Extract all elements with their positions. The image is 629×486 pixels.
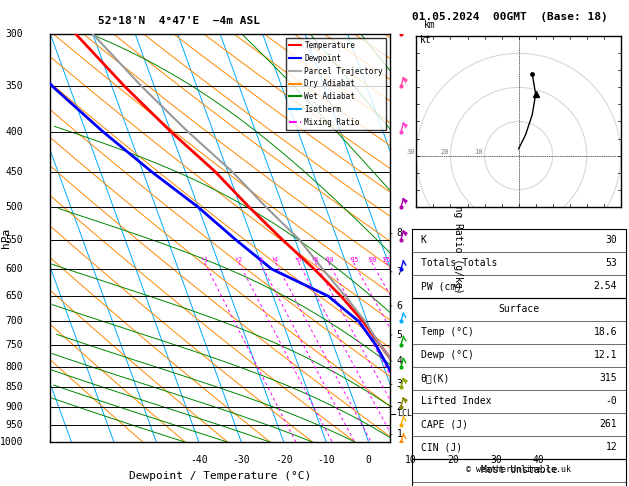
Text: K: K [421, 235, 426, 245]
Text: 15: 15 [350, 258, 359, 263]
Text: 8: 8 [313, 258, 318, 263]
Text: 25: 25 [382, 258, 391, 263]
Text: 2: 2 [237, 258, 242, 263]
Text: 12: 12 [606, 442, 617, 452]
Text: -40: -40 [190, 454, 208, 465]
Text: 400: 400 [6, 126, 23, 137]
Text: 300: 300 [6, 29, 23, 39]
Text: 450: 450 [6, 167, 23, 176]
Text: 700: 700 [6, 316, 23, 326]
Text: 1000: 1000 [0, 437, 23, 447]
Text: 20: 20 [440, 149, 448, 155]
Text: km: km [424, 20, 436, 30]
Text: 30: 30 [490, 454, 502, 465]
Text: 600: 600 [6, 264, 23, 274]
Text: 20: 20 [448, 454, 460, 465]
Text: 30: 30 [606, 235, 617, 245]
Text: CAPE (J): CAPE (J) [421, 419, 467, 429]
Text: -0: -0 [606, 396, 617, 406]
Text: 7: 7 [397, 267, 403, 277]
Text: 1: 1 [397, 429, 403, 439]
Text: 500: 500 [6, 202, 23, 212]
Text: Dewp (°C): Dewp (°C) [421, 350, 474, 360]
Legend: Temperature, Dewpoint, Parcel Trajectory, Dry Adiabat, Wet Adiabat, Isotherm, Mi: Temperature, Dewpoint, Parcel Trajectory… [286, 38, 386, 130]
Text: 10: 10 [474, 149, 483, 155]
Text: hPa: hPa [1, 228, 11, 248]
Text: -10: -10 [318, 454, 335, 465]
Text: -30: -30 [233, 454, 250, 465]
Text: 5: 5 [397, 330, 403, 340]
Text: 10: 10 [405, 454, 417, 465]
Text: 950: 950 [6, 420, 23, 430]
Text: 315: 315 [599, 373, 617, 383]
Text: Dewpoint / Temperature (°C): Dewpoint / Temperature (°C) [129, 471, 311, 481]
Text: 4: 4 [274, 258, 278, 263]
Text: CIN (J): CIN (J) [421, 442, 462, 452]
Text: 8: 8 [397, 228, 403, 238]
Text: 30: 30 [406, 149, 415, 155]
Text: 52°18'N  4°47'E  −4m ASL: 52°18'N 4°47'E −4m ASL [98, 16, 260, 26]
Text: 18.6: 18.6 [594, 327, 617, 337]
Text: Lifted Index: Lifted Index [421, 396, 491, 406]
Text: 6: 6 [297, 258, 301, 263]
Text: -20: -20 [275, 454, 292, 465]
Text: © weatheronline.co.uk: © weatheronline.co.uk [467, 465, 571, 474]
Text: 550: 550 [6, 235, 23, 244]
Text: Mixing Ratio (g/kg): Mixing Ratio (g/kg) [453, 182, 463, 294]
Text: 53: 53 [606, 258, 617, 268]
Text: 20: 20 [368, 258, 377, 263]
Text: Temp (°C): Temp (°C) [421, 327, 474, 337]
Text: 3: 3 [397, 380, 403, 389]
Text: 6: 6 [397, 301, 403, 311]
Text: 850: 850 [6, 382, 23, 392]
Text: 1: 1 [203, 258, 207, 263]
Text: 2.54: 2.54 [594, 281, 617, 291]
Text: 750: 750 [6, 340, 23, 350]
Text: 12.1: 12.1 [594, 350, 617, 360]
Text: θᴇ(K): θᴇ(K) [421, 373, 450, 383]
Text: 2: 2 [397, 401, 403, 412]
Text: 0: 0 [366, 454, 372, 465]
Text: 10: 10 [325, 258, 333, 263]
Text: ASL: ASL [424, 40, 442, 51]
Text: kt: kt [420, 35, 431, 45]
Text: Surface: Surface [498, 304, 540, 314]
Text: 40: 40 [533, 454, 545, 465]
Text: 3: 3 [259, 258, 263, 263]
Text: 650: 650 [6, 291, 23, 301]
Text: 900: 900 [6, 401, 23, 412]
Text: Totals Totals: Totals Totals [421, 258, 497, 268]
Text: Most Unstable: Most Unstable [481, 465, 557, 475]
Text: LCL: LCL [397, 410, 412, 418]
Text: 350: 350 [6, 81, 23, 91]
Text: PW (cm): PW (cm) [421, 281, 462, 291]
Text: 800: 800 [6, 362, 23, 372]
Text: 261: 261 [599, 419, 617, 429]
Text: 01.05.2024  00GMT  (Base: 18): 01.05.2024 00GMT (Base: 18) [412, 12, 608, 22]
Text: 4: 4 [397, 356, 403, 366]
